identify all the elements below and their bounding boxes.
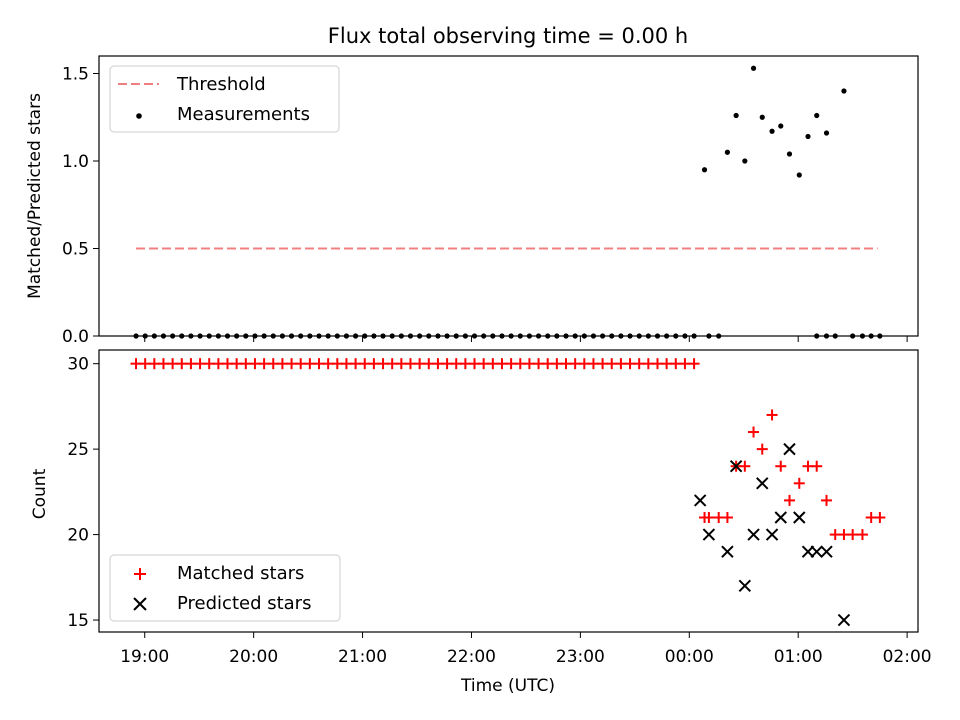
x-tick-label: 02:00	[883, 647, 932, 667]
x-tick-label: 00:00	[665, 647, 714, 667]
x-tick-label: 01:00	[774, 647, 823, 667]
matched-marker	[847, 529, 859, 541]
matched-marker	[739, 460, 751, 472]
predicted-marker	[756, 477, 769, 490]
legend-predicted-label: Predicted stars	[177, 593, 311, 614]
top-y-tick-label: 0.5	[62, 240, 89, 260]
matched-marker	[783, 494, 795, 506]
x-tick-label: 19:00	[120, 647, 169, 667]
measurement-point	[759, 114, 765, 120]
top-panel-frame	[98, 55, 919, 337]
measurement-point	[805, 133, 811, 140]
measurement-point	[750, 65, 757, 71]
matched-marker	[766, 409, 778, 421]
bottom-y-tick-label: 30	[67, 355, 89, 375]
top-y-tick-label: 0.0	[62, 327, 89, 347]
predicted-marker	[820, 545, 833, 558]
measurement-point	[733, 112, 739, 119]
legend-measurements-swatch	[136, 113, 142, 119]
predicted-marker	[702, 528, 716, 541]
predicted-marker	[774, 511, 787, 524]
chart-title: Flux total observing time = 0.00 h	[328, 24, 688, 48]
predicted-marker	[783, 442, 796, 456]
measurement-point	[786, 151, 793, 157]
measurement-point	[778, 123, 784, 129]
matched-marker	[688, 358, 700, 370]
matched-marker	[748, 426, 760, 438]
predicted-marker	[747, 528, 760, 541]
x-tick-label: 23:00	[556, 647, 605, 667]
bottom-y-tick-label: 15	[67, 611, 89, 631]
legend-measurements-label: Measurements	[177, 104, 310, 125]
measurement-point	[841, 88, 847, 94]
matched-marker	[703, 511, 715, 523]
measurement-point	[769, 128, 775, 134]
predicted-marker	[793, 511, 806, 524]
predicted-marker	[837, 613, 851, 627]
x-tick-label: 22:00	[447, 647, 496, 667]
x-tick-label: 20:00	[229, 647, 278, 667]
top-ylabel: Matched/Predicted stars	[25, 93, 45, 299]
predicted-marker	[765, 528, 779, 541]
top-panel: 0.0 0.5 1.0 1.5 Matched/Predicted stars Thr…	[25, 55, 919, 347]
predicted-marker	[729, 460, 743, 473]
matched-marker	[856, 529, 868, 541]
bottom-y-tick-label: 20	[67, 526, 89, 546]
measurement-point	[701, 167, 708, 173]
top-y-tick-label: 1.0	[62, 152, 89, 172]
top-y-tick-label: 1.5	[62, 65, 89, 85]
matched-marker	[721, 511, 733, 523]
x-axis-label: Time (UTC)	[460, 676, 555, 696]
predicted-marker	[721, 545, 734, 558]
measurement-point	[742, 158, 748, 164]
bottom-y-tick-label: 25	[67, 440, 89, 460]
matched-marker	[821, 494, 833, 506]
bottom-ylabel: Count	[30, 468, 50, 519]
x-tick-label: 21:00	[338, 647, 387, 667]
measurement-point	[814, 112, 820, 119]
legend-matched-swatch	[134, 568, 146, 580]
matched-marker	[874, 511, 886, 523]
bottom-legend: Matched stars Predicted stars	[109, 554, 341, 622]
predicted-marker	[738, 579, 752, 593]
measurement-point	[796, 172, 802, 178]
matched-marker	[775, 460, 787, 472]
measurement-point	[724, 149, 731, 155]
legend-predicted-swatch	[133, 597, 147, 611]
matched-marker	[811, 460, 823, 472]
measurement-point	[823, 130, 830, 136]
top-legend: Threshold Measurements	[109, 65, 340, 133]
predicted-marker	[810, 545, 823, 558]
matched-marker	[793, 477, 805, 489]
predicted-marker	[693, 494, 707, 507]
bottom-panel: 15 20 25 30 19:00 20:00 21:00 22:00 23:00 00:00 0…	[30, 349, 932, 696]
legend-matched-label: Matched stars	[177, 563, 304, 584]
matched-marker	[756, 443, 768, 455]
bottom-panel-frame	[98, 349, 919, 633]
legend-threshold-label: Threshold	[176, 74, 266, 95]
